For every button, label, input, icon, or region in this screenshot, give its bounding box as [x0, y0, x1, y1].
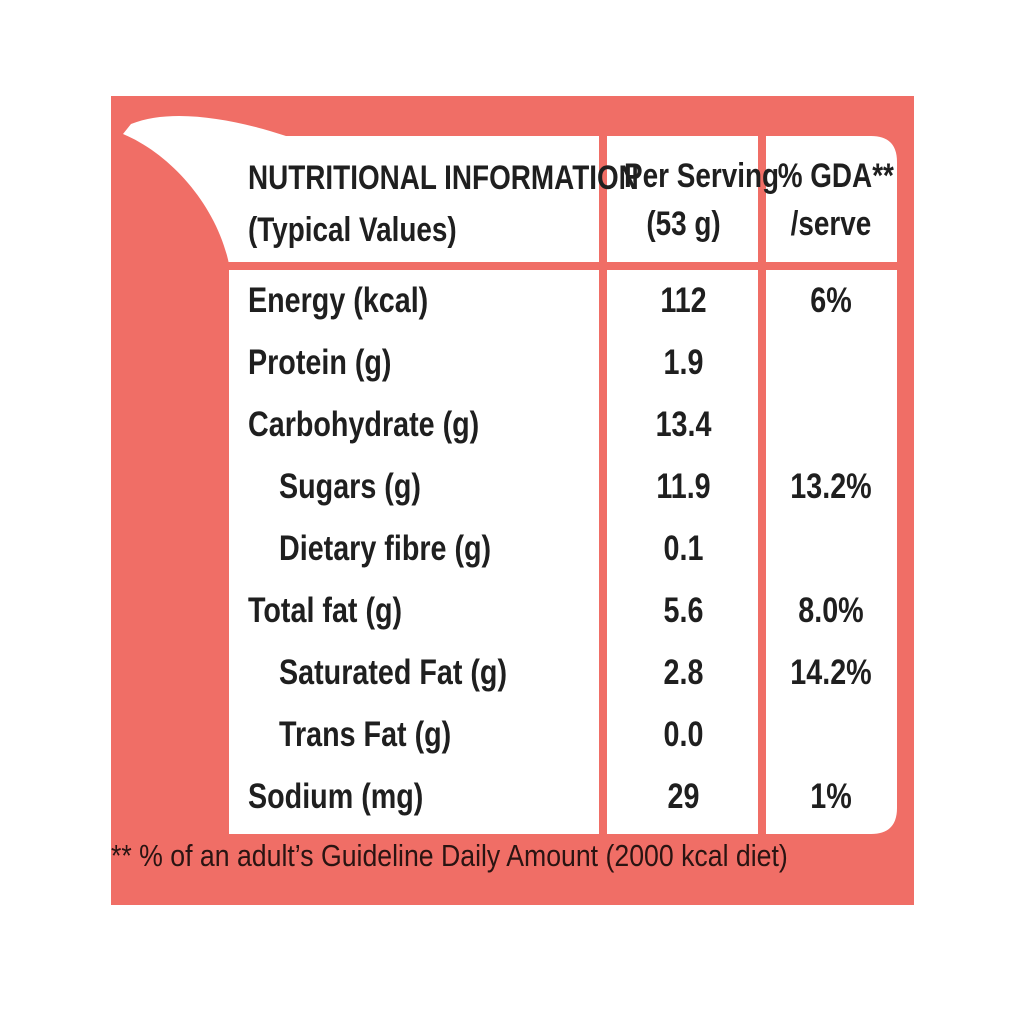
nutrient-gda: 6%	[810, 281, 852, 320]
table-subtitle: (Typical Values)	[248, 211, 457, 249]
nutrient-value: 5.6	[663, 591, 704, 630]
nutrient-label: Saturated Fat (g)	[279, 653, 508, 692]
nutrient-value: 112	[660, 281, 707, 320]
nutrient-value: 2.8	[663, 653, 704, 692]
nutrient-label: Protein (g)	[248, 343, 392, 382]
nutrient-value: 29	[667, 777, 700, 816]
nutrient-label: Dietary fibre (g)	[279, 529, 492, 568]
nutrient-label: Carbohydrate (g)	[248, 405, 480, 444]
nutrient-label: Total fat (g)	[248, 591, 403, 630]
nutrient-label: Sodium (mg)	[248, 777, 424, 816]
nutrient-value: 1.9	[663, 343, 704, 382]
nutrient-gda: 1%	[810, 777, 852, 816]
nutrient-gda: 8.0%	[798, 591, 864, 630]
gda-footnote: ** % of an adult’s Guideline Daily Amoun…	[111, 838, 788, 873]
nutrient-label: Energy (kcal)	[248, 281, 429, 320]
nutrient-gda: 13.2%	[790, 467, 872, 506]
nutrient-value: 0.0	[663, 715, 704, 754]
serving-size: (53 g)	[646, 205, 721, 243]
nutrient-label: Trans Fat (g)	[279, 715, 452, 754]
nutrient-gda: 14.2%	[790, 653, 872, 692]
nutrient-value: 11.9	[656, 467, 711, 506]
table-title: NUTRITIONAL INFORMATION	[248, 159, 639, 197]
nutrient-label: Sugars (g)	[279, 467, 421, 506]
nutrient-value: 0.1	[663, 529, 704, 568]
gda-header: % GDA**	[777, 157, 894, 195]
gda-subheader: /serve	[790, 205, 872, 243]
per-serving-header: Per Serving	[624, 157, 780, 195]
nutrient-value: 13.4	[655, 405, 712, 444]
